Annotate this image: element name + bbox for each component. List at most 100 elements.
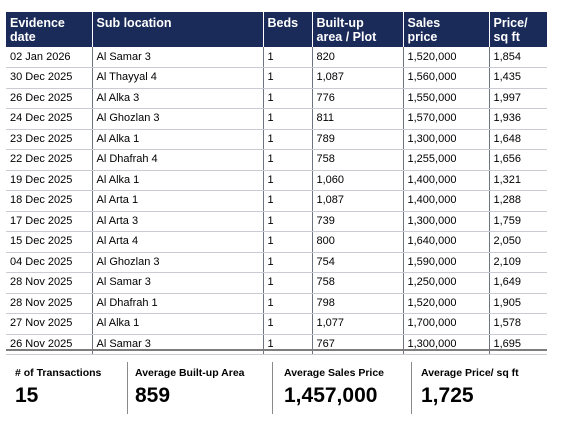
cell-built-up-area: 758 (312, 149, 404, 171)
table-row: 26 Nov 2025 Al Samar 3 1 767 1,300,000 1,695 (6, 334, 547, 355)
cell-beds: 1 (263, 231, 313, 253)
summary-divider (6, 349, 547, 351)
cell-price-per-sqft: 1,321 (489, 170, 547, 191)
stat-avg-area: Average Built-up Area 859 (135, 366, 245, 409)
table-row: 22 Dec 2025 Al Dhafrah 4 1 758 1,255,000 1,65… (6, 149, 547, 171)
cell-beds: 1 (263, 67, 313, 89)
stat-separator (272, 362, 273, 414)
cell-sales-price: 1,550,000 (403, 88, 490, 109)
cell-built-up-area: 758 (312, 272, 404, 294)
header-evidence-date: Evidence date (6, 12, 93, 47)
cell-sub-location: Al Arta 4 (92, 231, 264, 253)
header-sub-location: Sub location (92, 12, 264, 47)
cell-price-per-sqft: 2,050 (489, 231, 547, 253)
table-row: 28 Nov 2025 Al Dhafrah 1 1 798 1,520,000 1,90… (6, 293, 547, 314)
stat-avg-price-sqft-label: Average Price/ sq ft (421, 367, 519, 379)
cell-built-up-area: 789 (312, 129, 404, 150)
stat-avg-price-sqft-value: 1,725 (421, 384, 474, 407)
transactions-sheet: Evidence date Sub location Beds Built-up a… (6, 12, 547, 355)
cell-date: 17 Dec 2025 (6, 211, 93, 232)
cell-date: 23 Dec 2025 (6, 129, 93, 150)
cell-beds: 1 (263, 190, 313, 212)
cell-beds: 1 (263, 293, 313, 314)
cell-beds: 1 (263, 252, 313, 273)
table-row: 17 Dec 2025 Al Arta 3 1 739 1,300,000 1,759 (6, 211, 547, 232)
cell-built-up-area: 800 (312, 231, 404, 253)
stat-avg-price: Average Sales Price 1,457,000 (284, 366, 384, 409)
cell-price-per-sqft: 1,656 (489, 149, 547, 171)
cell-sub-location: Al Samar 3 (92, 47, 264, 68)
cell-price-per-sqft: 1,648 (489, 129, 547, 150)
cell-built-up-area: 820 (312, 47, 404, 68)
cell-price-per-sqft: 1,649 (489, 272, 547, 294)
cell-sales-price: 1,520,000 (403, 293, 490, 314)
table-row: 15 Dec 2025 Al Arta 4 1 800 1,640,000 2,050 (6, 231, 547, 253)
cell-price-per-sqft: 1,854 (489, 47, 547, 68)
table-row: 27 Nov 2025 Al Alka 1 1 1,077 1,700,000 1,578 (6, 313, 547, 335)
cell-sales-price: 1,590,000 (403, 252, 490, 273)
cell-price-per-sqft: 1,936 (489, 108, 547, 130)
cell-price-per-sqft: 1,578 (489, 313, 547, 335)
cell-built-up-area: 1,087 (312, 67, 404, 89)
cell-sub-location: Al Alka 3 (92, 88, 264, 109)
cell-sales-price: 1,300,000 (403, 211, 490, 232)
cell-sales-price: 1,570,000 (403, 108, 490, 130)
cell-sales-price: 1,560,000 (403, 67, 490, 89)
cell-sales-price: 1,640,000 (403, 231, 490, 253)
cell-sub-location: Al Arta 1 (92, 190, 264, 212)
stat-avg-price-value: 1,457,000 (284, 384, 378, 407)
cell-sub-location: Al Alka 1 (92, 313, 264, 335)
cell-sub-location: Al Thayyal 4 (92, 67, 264, 89)
cell-price-per-sqft: 1,435 (489, 67, 547, 89)
cell-date: 22 Dec 2025 (6, 149, 93, 171)
header-beds: Beds (263, 12, 313, 47)
cell-price-per-sqft: 1,288 (489, 190, 547, 212)
cell-built-up-area: 1,060 (312, 170, 404, 191)
cell-beds: 1 (263, 334, 313, 355)
stat-avg-price-label: Average Sales Price (284, 367, 385, 379)
cell-date: 02 Jan 2026 (6, 47, 93, 68)
table-row: 26 Dec 2025 Al Alka 3 1 776 1,550,000 1,997 (6, 88, 547, 109)
table-row: 24 Dec 2025 Al Ghozlan 3 1 811 1,570,000 1,93… (6, 108, 547, 130)
cell-price-per-sqft: 2,109 (489, 252, 547, 273)
cell-built-up-area: 767 (312, 334, 404, 355)
stat-transactions: # of Transactions 15 (15, 366, 101, 409)
cell-sales-price: 1,400,000 (403, 190, 490, 212)
cell-sub-location: Al Ghozlan 3 (92, 252, 264, 273)
cell-date: 26 Dec 2025 (6, 88, 93, 109)
table-row: 19 Dec 2025 Al Alka 1 1 1,060 1,400,000 1,321 (6, 170, 547, 191)
cell-built-up-area: 776 (312, 88, 404, 109)
header-price-per-sqft: Price/sq ft (489, 12, 547, 47)
cell-beds: 1 (263, 88, 313, 109)
table-row: 04 Dec 2025 Al Ghozlan 3 1 754 1,590,000 2,10… (6, 252, 547, 273)
table-row: 23 Dec 2025 Al Alka 1 1 789 1,300,000 1,648 (6, 129, 547, 150)
table-row: 30 Dec 2025 Al Thayyal 4 1 1,087 1,560,000 1,… (6, 67, 547, 89)
cell-sales-price: 1,700,000 (403, 313, 490, 335)
cell-beds: 1 (263, 108, 313, 130)
cell-price-per-sqft: 1,905 (489, 293, 547, 314)
cell-price-per-sqft: 1,759 (489, 211, 547, 232)
cell-built-up-area: 811 (312, 108, 404, 130)
stat-transactions-label: # of Transactions (15, 367, 102, 379)
cell-date: 28 Nov 2025 (6, 293, 93, 314)
cell-sub-location: Al Dhafrah 4 (92, 149, 264, 171)
cell-date: 18 Dec 2025 (6, 190, 93, 212)
cell-date: 19 Dec 2025 (6, 170, 93, 191)
cell-beds: 1 (263, 47, 313, 68)
cell-sub-location: Al Samar 3 (92, 272, 264, 294)
cell-date: 30 Dec 2025 (6, 67, 93, 89)
cell-sales-price: 1,520,000 (403, 47, 490, 68)
cell-sub-location: Al Samar 3 (92, 334, 264, 355)
cell-beds: 1 (263, 149, 313, 171)
cell-date: 27 Nov 2025 (6, 313, 93, 335)
table-row: 28 Nov 2025 Al Samar 3 1 758 1,250,000 1,649 (6, 272, 547, 294)
table-body: 02 Jan 2026 Al Samar 3 1 820 1,520,000 1,854 3… (6, 47, 547, 355)
stat-avg-area-label: Average Built-up Area (135, 367, 245, 379)
cell-sales-price: 1,250,000 (403, 272, 490, 294)
cell-beds: 1 (263, 129, 313, 150)
header-sales-price: Sales price (403, 12, 490, 47)
cell-date: 26 Nov 2025 (6, 334, 93, 355)
cell-built-up-area: 798 (312, 293, 404, 314)
cell-sales-price: 1,300,000 (403, 334, 490, 355)
cell-beds: 1 (263, 313, 313, 335)
